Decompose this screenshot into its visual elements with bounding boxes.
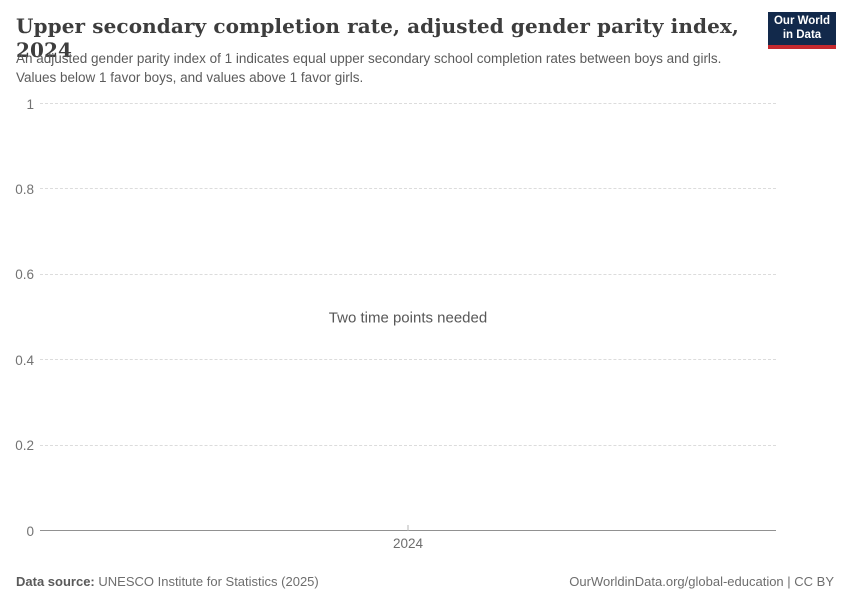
empty-state-message: Two time points needed (328, 309, 488, 326)
owid-logo-line1: Our World (773, 15, 830, 27)
chart-footer: Data source: UNESCO Institute for Statis… (16, 574, 834, 589)
owid-logo-line2: in Data (782, 28, 822, 41)
owid-logo[interactable]: Our World in Data (768, 12, 836, 49)
y-gridline (40, 444, 776, 446)
y-tick-label: 0.8 (15, 181, 34, 197)
y-tick-label: 0.4 (15, 352, 34, 368)
x-tick-label: 2024 (392, 536, 424, 551)
chart-title: Upper secondary completion rate, adjuste… (16, 14, 739, 62)
y-tick-label: 0.6 (15, 267, 34, 283)
y-gridline (40, 359, 776, 361)
y-gridline (40, 103, 776, 104)
y-axis-labels: 0 0.2 0.4 0.6 0.8 1 (0, 97, 34, 537)
data-source-text: UNESCO Institute for Statistics (2025) (98, 574, 319, 589)
data-source-label: Data source: (16, 574, 95, 589)
y-gridline (40, 273, 776, 275)
chart-subtitle: An adjusted gender parity index of 1 ind… (16, 51, 722, 85)
y-tick-label: 1 (26, 96, 34, 112)
y-tick-label: 0.2 (15, 437, 34, 453)
attribution-link[interactable]: OurWorldinData.org/global-education | CC… (569, 574, 834, 589)
plot-area: Two time points needed 2024 (40, 103, 776, 551)
data-source: Data source: UNESCO Institute for Statis… (16, 574, 319, 589)
y-tick-label: 0 (26, 523, 34, 539)
x-tick-mark (407, 525, 409, 531)
y-gridline (40, 188, 776, 190)
